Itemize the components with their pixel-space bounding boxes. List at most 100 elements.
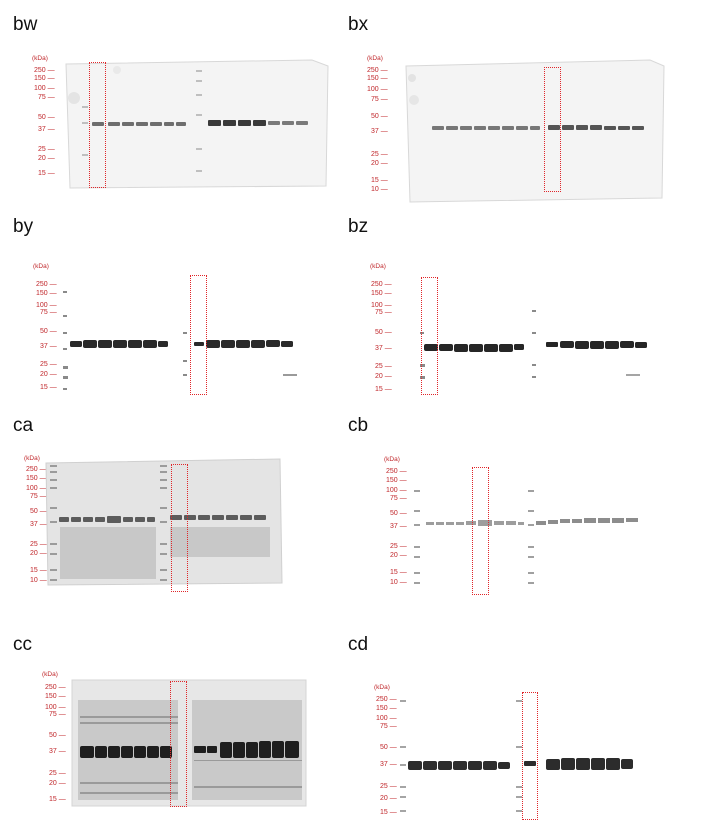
panel-label: bz	[348, 216, 369, 237]
unit-label: (kDa)	[370, 263, 386, 270]
marker-label: 20 —	[30, 550, 47, 557]
panel-bw: bw (kDa) 250 — 150 — 100 — 75 — 50 — 37 …	[0, 0, 354, 210]
panel-bz: bz (kDa) 250 — 150 — 100 — 75 — 50 — 37 …	[348, 210, 709, 410]
gel-image	[71, 679, 307, 807]
marker-label: 150 —	[34, 75, 55, 82]
marker-label: 20 —	[380, 795, 397, 802]
marker-label: 100 —	[45, 704, 66, 711]
highlighted-lane-box	[190, 275, 207, 395]
marker-label: 37 —	[40, 343, 57, 350]
panel-ca: ca (kDa) 250 — 150 — 100 — 75 — 50 — 37 …	[0, 410, 354, 620]
marker-label: 250 —	[34, 67, 55, 74]
marker-label: 20 —	[375, 373, 392, 380]
marker-label: 75 —	[371, 96, 388, 103]
highlighted-lane-box	[544, 67, 561, 192]
marker-label: 150 —	[386, 477, 407, 484]
marker-label: 15 —	[30, 567, 47, 574]
highlighted-lane-box	[421, 277, 438, 395]
marker-label: 150 —	[36, 290, 57, 297]
unit-label: (kDa)	[374, 684, 390, 691]
marker-label: 100 —	[367, 86, 388, 93]
marker-label: 10 —	[30, 577, 47, 584]
unit-label: (kDa)	[384, 456, 400, 463]
panel-bx: bx (kDa) 250 — 150 — 100 — 75 — 50 — 37 …	[348, 0, 709, 210]
marker-label: 50 —	[380, 744, 397, 751]
gel-image	[414, 490, 638, 584]
highlighted-lane-box	[522, 692, 538, 820]
marker-label: 15 —	[371, 177, 388, 184]
gel-image	[63, 291, 297, 390]
marker-label: 37 —	[390, 523, 407, 530]
marker-label: 75 —	[375, 309, 392, 316]
panel-cd: cd (kDa) 250 — 150 — 100 — 75 — 50 — 37 …	[348, 620, 709, 830]
marker-label: 20 —	[40, 371, 57, 378]
marker-label: 25 —	[30, 541, 47, 548]
marker-label: 75 —	[390, 495, 407, 502]
marker-label: 150 —	[26, 475, 47, 482]
marker-label: 50 —	[30, 508, 47, 515]
marker-label: 50 —	[49, 732, 66, 739]
panel-label: cc	[13, 634, 32, 655]
marker-label: 15 —	[40, 384, 57, 391]
marker-label: 75 —	[38, 94, 55, 101]
marker-label: 25 —	[380, 783, 397, 790]
marker-label: 10 —	[371, 186, 388, 193]
marker-label: 37 —	[38, 126, 55, 133]
marker-label: 25 —	[390, 543, 407, 550]
gel-image	[405, 59, 665, 203]
marker-label: 25 —	[49, 770, 66, 777]
panel-label: ca	[13, 415, 34, 436]
highlighted-lane-box	[171, 464, 188, 592]
panel-label: bw	[13, 14, 38, 35]
gel-image	[400, 700, 633, 812]
marker-label: 250 —	[26, 466, 47, 473]
marker-label: 100 —	[36, 302, 57, 309]
marker-label: 75 —	[40, 309, 57, 316]
marker-label: 250 —	[36, 281, 57, 288]
marker-label: 15 —	[38, 170, 55, 177]
marker-label: 50 —	[375, 329, 392, 336]
panel-cb: cb (kDa) 250 — 150 — 100 — 75 — 50 — 37 …	[348, 410, 709, 620]
marker-label: 50 —	[38, 114, 55, 121]
marker-label: 250 —	[386, 468, 407, 475]
marker-label: 25 —	[375, 363, 392, 370]
panel-label: bx	[348, 14, 369, 35]
marker-label: 15 —	[380, 809, 397, 816]
marker-label: 10 —	[390, 579, 407, 586]
marker-label: 37 —	[371, 128, 388, 135]
marker-label: 150 —	[371, 290, 392, 297]
marker-label: 50 —	[371, 113, 388, 120]
marker-label: 100 —	[376, 715, 397, 722]
marker-label: 150 —	[45, 693, 66, 700]
marker-label: 150 —	[367, 75, 388, 82]
unit-label: (kDa)	[42, 671, 58, 678]
gel-image	[420, 310, 647, 379]
marker-label: 100 —	[26, 485, 47, 492]
panel-label: by	[13, 216, 34, 237]
marker-label: 20 —	[49, 780, 66, 787]
marker-label: 25 —	[40, 361, 57, 368]
marker-label: 75 —	[49, 711, 66, 718]
marker-label: 25 —	[371, 151, 388, 158]
marker-label: 100 —	[34, 85, 55, 92]
marker-label: 37 —	[375, 345, 392, 352]
marker-label: 20 —	[371, 160, 388, 167]
marker-label: 50 —	[40, 328, 57, 335]
marker-label: 20 —	[38, 155, 55, 162]
highlighted-lane-box	[89, 62, 106, 188]
marker-label: 75 —	[30, 493, 47, 500]
marker-label: 37 —	[49, 748, 66, 755]
marker-label: 75 —	[380, 723, 397, 730]
marker-label: 100 —	[371, 302, 392, 309]
marker-label: 250 —	[371, 281, 392, 288]
panel-by: by (kDa) 250 — 150 — 100 — 75 — 50 — 37 …	[0, 210, 354, 410]
panel-label: cd	[348, 634, 369, 655]
marker-label: 250 —	[45, 684, 66, 691]
marker-label: 100 —	[386, 487, 407, 494]
unit-label: (kDa)	[33, 263, 49, 270]
marker-label: 150 —	[376, 705, 397, 712]
marker-label: 15 —	[375, 386, 392, 393]
marker-label: 250 —	[367, 67, 388, 74]
marker-label: 25 —	[38, 146, 55, 153]
highlighted-lane-box	[472, 467, 489, 595]
